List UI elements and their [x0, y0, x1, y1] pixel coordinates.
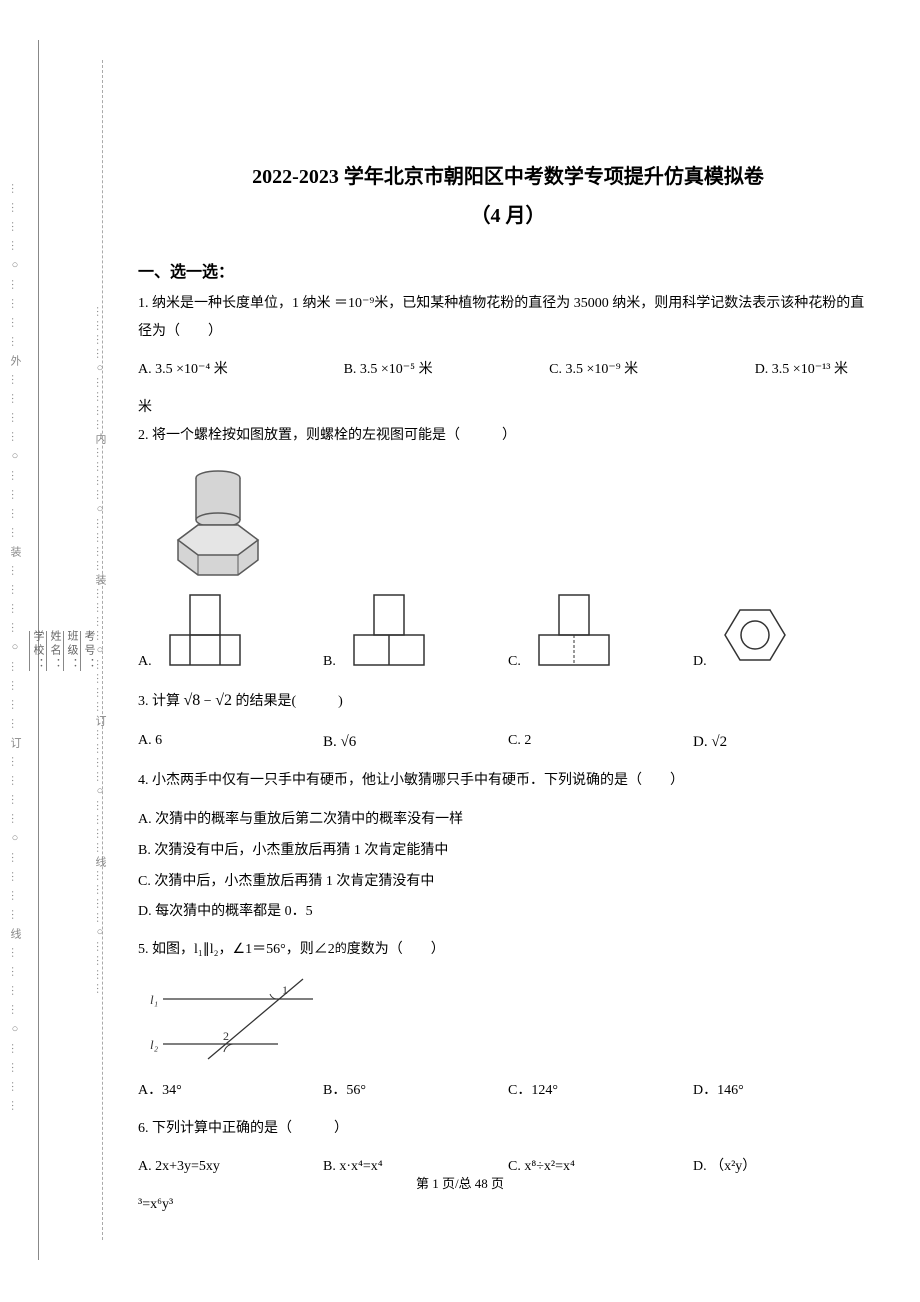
q1-options: A. 3.5 ×10⁻⁴ 米 B. 3.5 ×10⁻⁵ 米 C. 3.5 ×10…: [138, 356, 878, 384]
q5-prefix: 5. 如图，l₁∥l₂，∠1＝56°，则∠2: [138, 942, 335, 957]
q2-opt-d: D.: [693, 600, 878, 670]
bolt-3d-diagram: [158, 460, 278, 580]
q6-text: 6. 下列计算中正确的是（ ）: [138, 1121, 348, 1136]
q3-suffix: 的结果是( ): [235, 694, 342, 709]
q3-opt-b: B. √6: [323, 727, 508, 757]
outer-margin-text: …………○…………外…………○…………装…………○…………订…………○…………线…: [7, 183, 23, 1119]
q5-options: A．34° B．56° C．124° D．146°: [138, 1077, 878, 1105]
q5-opt-d: D．146°: [693, 1077, 878, 1105]
question-6: 6. 下列计算中正确的是（ ）: [138, 1115, 878, 1143]
q5-de: 的: [335, 941, 347, 955]
q2-options: A. B. C. D.: [138, 590, 878, 670]
q3-sqrt8: √8: [184, 692, 201, 709]
svg-text:1: 1: [282, 983, 288, 997]
q1-text: 1. 纳米是一种长度单位，1 纳米 ＝10⁻⁹米，已知某种植物花粉的直径为 35…: [138, 296, 864, 339]
q2-opt-c: C.: [508, 590, 693, 670]
q2-shape-d: [715, 600, 795, 670]
svg-text:l₂: l₂: [150, 1037, 159, 1052]
question-3: 3. 计算 √8 − √2 的结果是( ): [138, 685, 878, 717]
q2-shape-a: [160, 590, 250, 670]
q3-opt-c: C. 2: [508, 727, 693, 757]
q5-opt-b: B．56°: [323, 1077, 508, 1105]
inner-binding-text: …………○…………内…………○…………装…………○…………订…………○…………线…: [88, 0, 112, 1302]
q4-text: 4. 小杰两手中仅有一只手中有硬币，他让小敏猜哪只手中有硬币．下列说确的是（ ）: [138, 773, 684, 788]
school-label: 学校：: [30, 630, 46, 672]
q3-prefix: 3. 计算: [138, 694, 180, 709]
q2-opt-b: B.: [323, 590, 508, 670]
inner-margin-strip: 考号： 班级： 姓名： 学校：: [48, 0, 78, 1302]
q3-minus: −: [204, 694, 215, 709]
q5-opt-c: C．124°: [508, 1077, 693, 1105]
q1-opt-a: A. 3.5 ×10⁻⁴ 米: [138, 356, 344, 384]
q1-opt-d: D. 3.5 ×10⁻¹³ 米: [755, 356, 878, 384]
q1-opt-d-unit: 米: [138, 394, 878, 422]
q1-opt-c: C. 3.5 ×10⁻⁹ 米: [549, 356, 755, 384]
q2-opt-a: A.: [138, 590, 323, 670]
q2-shape-c: [529, 590, 619, 670]
question-2: 2. 将一个螺栓按如图放置，则螺栓的左视图可能是（ ）: [138, 422, 878, 450]
exam-subtitle: （4 月）: [138, 199, 878, 228]
question-1: 1. 纳米是一种长度单位，1 纳米 ＝10⁻⁹米，已知某种植物花粉的直径为 35…: [138, 290, 878, 346]
q4-opt-a: A. 次猜中的概率与重放后第二次猜中的概率没有一样: [138, 805, 878, 836]
q5-opt-a: A．34°: [138, 1077, 323, 1105]
svg-text:l₁: l₁: [150, 992, 158, 1007]
q5-suffix: 度数为（ ）: [347, 942, 445, 957]
q2-shape-b: [344, 590, 434, 670]
exam-title: 2022-2023 学年北京市朝阳区中考数学专项提升仿真模拟卷: [138, 160, 878, 189]
outer-margin-strip: …………○…………外…………○…………装…………○…………订…………○…………线…: [0, 0, 30, 1302]
name-label: 姓名：: [47, 630, 63, 672]
question-5: 5. 如图，l₁∥l₂，∠1＝56°，则∠2的度数为（ ）: [138, 936, 878, 964]
q4-options: A. 次猜中的概率与重放后第二次猜中的概率没有一样 B. 次猜没有中后，小杰重放…: [138, 805, 878, 928]
q2-text: 2. 将一个螺栓按如图放置，则螺栓的左视图可能是（ ）: [138, 428, 516, 443]
q4-opt-b: B. 次猜没有中后，小杰重放后再猜 1 次肯定能猜中: [138, 836, 878, 867]
q3-sqrt2: √2: [215, 692, 232, 709]
q1-opt-b: B. 3.5 ×10⁻⁵ 米: [344, 356, 550, 384]
q4-opt-c: C. 次猜中后，小杰重放后再猜 1 次肯定猜没有中: [138, 867, 878, 898]
q3-opt-a: A. 6: [138, 727, 323, 757]
main-content: 2022-2023 学年北京市朝阳区中考数学专项提升仿真模拟卷 （4 月） 一、…: [128, 60, 888, 1219]
section-1-header: 一、选一选：: [138, 258, 878, 282]
class-label: 班级：: [64, 630, 80, 672]
q4-opt-d: D. 每次猜中的概率都是 0．5: [138, 897, 878, 928]
q3-options: A. 6 B. √6 C. 2 D. √2: [138, 727, 878, 757]
question-4: 4. 小杰两手中仅有一只手中有硬币，他让小敏猜哪只手中有硬币．下列说确的是（ ）: [138, 767, 878, 795]
svg-text:2: 2: [223, 1029, 229, 1043]
q6-opt-d-cont: ³=x⁶y³: [138, 1191, 878, 1219]
q5-angle-diagram: 1 2 l₁ l₂: [148, 974, 878, 1069]
page-footer: 第 1 页/总 48 页: [0, 1173, 920, 1192]
q3-opt-d: D. √2: [693, 727, 878, 757]
